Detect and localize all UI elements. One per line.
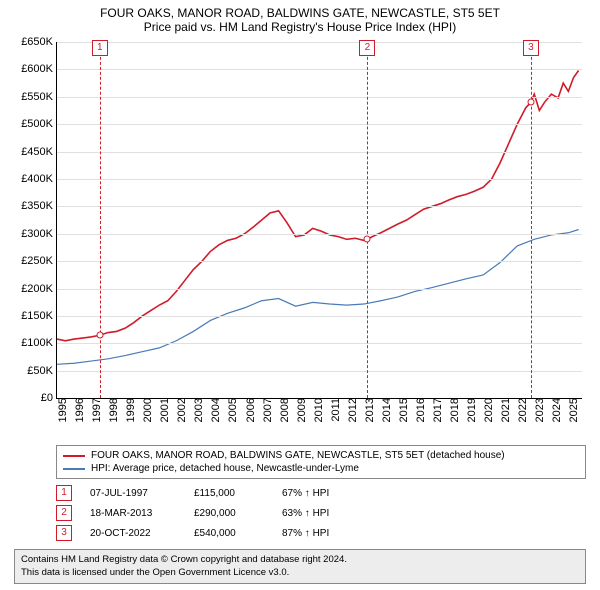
line-series-svg (57, 42, 582, 398)
marker-badge: 1 (92, 40, 108, 56)
sales-table: 1 07-JUL-1997 £115,000 67% ↑ HPI 2 18-MAR-201… (56, 483, 586, 543)
x-axis-label: 2005 (223, 398, 239, 422)
plot-area: £0£50K£100K£150K£200K£250K£300K£350K£400… (56, 42, 582, 399)
x-axis-label: 2014 (377, 398, 393, 422)
y-axis-label: £300K (21, 228, 57, 240)
x-axis-label: 2012 (343, 398, 359, 422)
x-axis-label: 2018 (445, 398, 461, 422)
x-axis-label: 2021 (496, 398, 512, 422)
x-axis-label: 2006 (241, 398, 257, 422)
legend-swatch-b (63, 468, 85, 470)
x-axis-label: 1998 (104, 398, 120, 422)
title-address: FOUR OAKS, MANOR ROAD, BALDWINS GATE, NE… (0, 6, 600, 20)
x-axis-label: 2019 (462, 398, 478, 422)
title-block: FOUR OAKS, MANOR ROAD, BALDWINS GATE, NE… (0, 0, 600, 38)
sale-price: £290,000 (194, 508, 264, 519)
marker-dot (364, 236, 371, 243)
title-subtitle: Price paid vs. HM Land Registry's House … (0, 20, 600, 34)
y-axis-label: £650K (21, 36, 57, 48)
sale-row: 2 18-MAR-2013 £290,000 63% ↑ HPI (56, 503, 586, 523)
x-axis-label: 1995 (53, 398, 69, 422)
sale-price: £115,000 (194, 488, 264, 499)
y-axis-label: £500K (21, 118, 57, 130)
x-axis-label: 2002 (172, 398, 188, 422)
gridline (57, 316, 582, 317)
x-axis-label: 2023 (530, 398, 546, 422)
x-axis-label: 2001 (155, 398, 171, 422)
sale-date: 18-MAR-2013 (90, 508, 176, 519)
y-axis-label: £400K (21, 173, 57, 185)
x-axis-label: 1996 (70, 398, 86, 422)
x-axis-label: 2017 (428, 398, 444, 422)
legend: FOUR OAKS, MANOR ROAD, BALDWINS GATE, NE… (56, 445, 586, 479)
gridline (57, 179, 582, 180)
y-axis-label: £600K (21, 63, 57, 75)
gridline (57, 289, 582, 290)
footer-line-2: This data is licensed under the Open Gov… (21, 567, 579, 579)
marker-vline (100, 42, 101, 398)
sale-delta: 87% ↑ HPI (282, 528, 329, 539)
legend-row-series-b: HPI: Average price, detached house, Newc… (63, 462, 579, 475)
sale-row: 1 07-JUL-1997 £115,000 67% ↑ HPI (56, 483, 586, 503)
x-axis-label: 2009 (292, 398, 308, 422)
sale-delta: 63% ↑ HPI (282, 508, 329, 519)
y-axis-label: £350K (21, 200, 57, 212)
gridline (57, 69, 582, 70)
gridline (57, 124, 582, 125)
y-axis-label: £250K (21, 255, 57, 267)
y-axis-label: £550K (21, 91, 57, 103)
x-axis-label: 2004 (206, 398, 222, 422)
sale-badge: 1 (56, 485, 72, 501)
x-axis-label: 1997 (87, 398, 103, 422)
gridline (57, 234, 582, 235)
legend-swatch-a (63, 455, 85, 457)
sale-price: £540,000 (194, 528, 264, 539)
marker-dot (527, 99, 534, 106)
marker-vline (367, 42, 368, 398)
x-axis-label: 2015 (394, 398, 410, 422)
y-axis-label: £150K (21, 310, 57, 322)
x-axis-label: 2024 (547, 398, 563, 422)
x-axis-label: 2010 (309, 398, 325, 422)
gridline (57, 42, 582, 43)
gridline (57, 97, 582, 98)
sale-badge: 2 (56, 505, 72, 521)
attribution-footer: Contains HM Land Registry data © Crown c… (14, 549, 586, 584)
x-axis-label: 2016 (411, 398, 427, 422)
marker-vline (531, 42, 532, 398)
sale-badge: 3 (56, 525, 72, 541)
gridline (57, 152, 582, 153)
x-axis-label: 2000 (138, 398, 154, 422)
x-axis-label: 2020 (479, 398, 495, 422)
sale-date: 07-JUL-1997 (90, 488, 176, 499)
sale-delta: 67% ↑ HPI (282, 488, 329, 499)
x-axis-label: 2025 (564, 398, 580, 422)
x-axis-label: 1999 (121, 398, 137, 422)
chart: £0£50K£100K£150K£200K£250K£300K£350K£400… (8, 38, 592, 443)
legend-label-a: FOUR OAKS, MANOR ROAD, BALDWINS GATE, NE… (91, 450, 505, 461)
gridline (57, 261, 582, 262)
y-axis-label: £50K (27, 365, 57, 377)
gridline (57, 371, 582, 372)
marker-dot (96, 332, 103, 339)
page: FOUR OAKS, MANOR ROAD, BALDWINS GATE, NE… (0, 0, 600, 590)
x-axis-label: 2013 (360, 398, 376, 422)
footer-line-1: Contains HM Land Registry data © Crown c… (21, 554, 579, 566)
x-axis-label: 2003 (189, 398, 205, 422)
marker-badge: 3 (523, 40, 539, 56)
sale-date: 20-OCT-2022 (90, 528, 176, 539)
x-axis-label: 2008 (275, 398, 291, 422)
x-axis-label: 2011 (326, 398, 342, 422)
y-axis-label: £200K (21, 283, 57, 295)
legend-row-series-a: FOUR OAKS, MANOR ROAD, BALDWINS GATE, NE… (63, 449, 579, 462)
gridline (57, 343, 582, 344)
marker-badge: 2 (359, 40, 375, 56)
y-axis-label: £450K (21, 146, 57, 158)
legend-label-b: HPI: Average price, detached house, Newc… (91, 463, 359, 474)
sale-row: 3 20-OCT-2022 £540,000 87% ↑ HPI (56, 523, 586, 543)
x-axis-label: 2007 (258, 398, 274, 422)
x-axis-label: 2022 (513, 398, 529, 422)
y-axis-label: £100K (21, 337, 57, 349)
gridline (57, 206, 582, 207)
